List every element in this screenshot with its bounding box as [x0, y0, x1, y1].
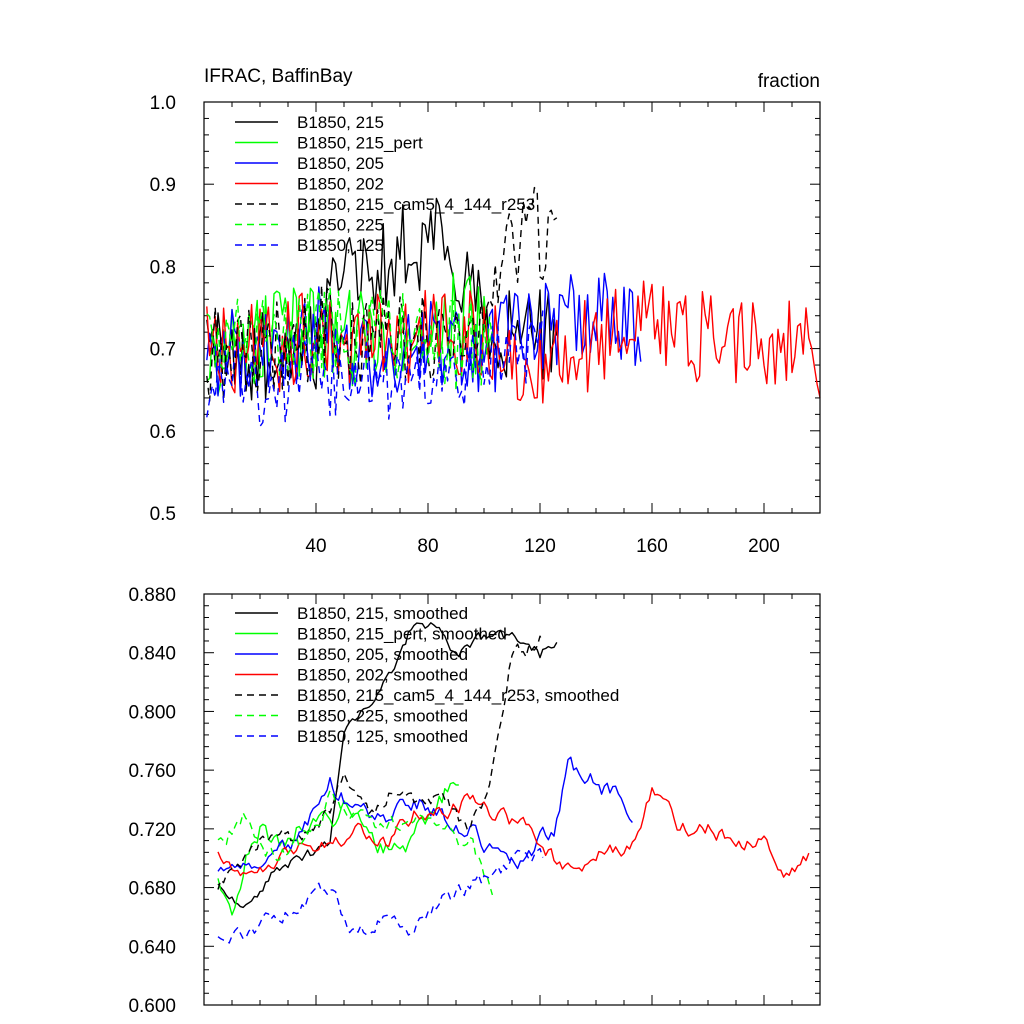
- legend-entry: B1850, 125, smoothed: [297, 727, 468, 746]
- y-tick-label: 1.0: [150, 93, 176, 114]
- x-tick-label: 80: [417, 536, 438, 557]
- y-tick-label: 0.720: [128, 820, 176, 841]
- series-line-b1850-215: [206, 197, 558, 401]
- top-axes: 0.5 0.6 0.7 0.8 0.9 1.0 40 80 120 160 200: [150, 93, 820, 557]
- y-tick-label: 0.9: [150, 175, 176, 196]
- top-plot-frame: [203, 101, 821, 514]
- bottom-plot-frame: [203, 593, 821, 1006]
- legend-entry: B1850, 125: [297, 236, 384, 255]
- series-line-b1850-215-smoothed: [217, 622, 558, 909]
- y-tick-label: 0.8: [150, 257, 176, 278]
- legend-entry: B1850, 225: [297, 216, 384, 235]
- x-tick-label: 40: [305, 536, 326, 557]
- x-tick-label: 200: [748, 536, 780, 557]
- legend-entry: B1850, 215, smoothed: [297, 604, 468, 623]
- legend-entry: B1850, 225, smoothed: [297, 707, 468, 726]
- legend-entry: B1850, 202, smoothed: [297, 666, 468, 685]
- bottom-series: [217, 622, 810, 944]
- series-line-b1850-215-cam5-4-144-r253-smoothed: [217, 635, 544, 890]
- top-title: IFRAC, BaffinBay: [204, 66, 353, 87]
- series-line-b1850-205-smoothed: [217, 756, 633, 872]
- y-tick-label: 0.760: [128, 761, 176, 782]
- series-line-b1850-202-smoothed: [217, 787, 810, 878]
- legend-entry: B1850, 205: [297, 154, 384, 173]
- x-tick-label: 120: [524, 536, 556, 557]
- legend-entry: B1850, 215_cam5_4_144_r253, smoothed: [297, 686, 619, 705]
- y-tick-label: 0.840: [128, 644, 176, 665]
- x-tick-label: 160: [636, 536, 668, 557]
- series-line-b1850-125-smoothed: [217, 847, 544, 944]
- y-tick-label: 0.7: [150, 340, 176, 361]
- legend-entry: B1850, 215_pert: [297, 134, 423, 153]
- series-line-b1850-225-smoothed: [217, 789, 494, 896]
- y-tick-label: 0.600: [128, 996, 176, 1017]
- y-tick-label: 0.680: [128, 879, 176, 900]
- y-tick-label: 0.6: [150, 422, 176, 443]
- series-line-b1850-225: [206, 287, 494, 392]
- y-tick-label: 0.640: [128, 937, 176, 958]
- legend-entry: B1850, 202: [297, 175, 384, 194]
- legend-entry: B1850, 205, smoothed: [297, 645, 468, 664]
- legend-entry: B1850, 215: [297, 113, 384, 132]
- y-tick-label: 0.800: [128, 702, 176, 723]
- series-line-b1850-215-pert-smoothed: [217, 781, 459, 916]
- top-series: [206, 186, 821, 428]
- bottom-panel: 0.600 0.640 0.680 0.720 0.760 0.800 0.840 0.880…: [128, 585, 821, 1017]
- bottom-axes: 0.600 0.640 0.680 0.720 0.760 0.800 0.840 0.880: [128, 585, 820, 1017]
- series-line-b1850-205: [206, 272, 642, 398]
- series-line-b1850-125: [206, 310, 544, 428]
- bottom-legend: B1850, 215, smoothed B1850, 215_pert, smo…: [235, 604, 619, 746]
- top-panel: IFRAC, BaffinBay fraction 0.50.60.70.80.…: [150, 66, 821, 557]
- top-units-label: fraction: [758, 71, 820, 92]
- legend-entry: B1850, 215_pert, smoothed: [297, 625, 507, 644]
- y-tick-label: 0.5: [150, 504, 176, 525]
- y-tick-label: 0.880: [128, 585, 176, 606]
- series-line-b1850-202: [206, 280, 821, 404]
- legend-entry: B1850, 215_cam5_4_144_r253: [297, 195, 535, 214]
